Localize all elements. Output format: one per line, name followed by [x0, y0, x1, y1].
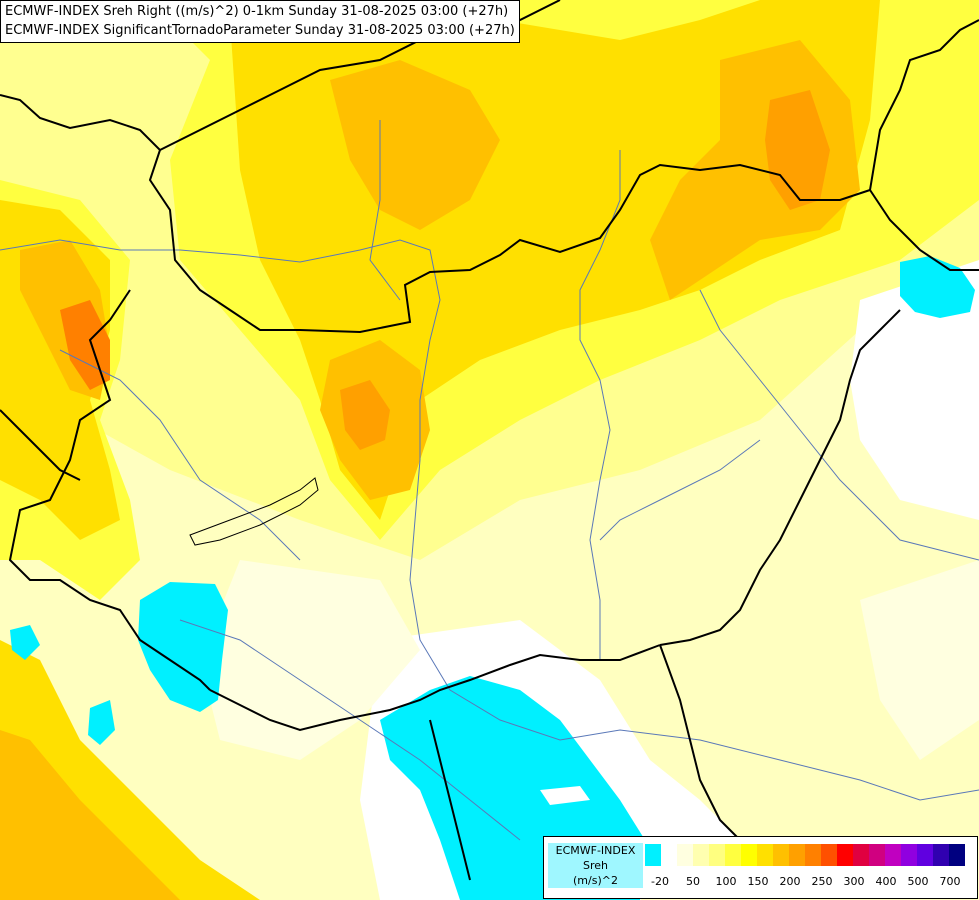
- legend-swatch: [805, 844, 821, 866]
- cyan-spot-1: [88, 700, 115, 745]
- legend-swatch: [757, 844, 773, 866]
- legend-swatch: [917, 844, 933, 866]
- legend-tick-label: -20: [651, 875, 669, 888]
- sreh-band-deep-orange-2: [60, 300, 110, 390]
- legend-swatch: [693, 844, 709, 866]
- legend-swatch: [885, 844, 901, 866]
- legend-title: ECMWF-INDEX Sreh (m/s)^2: [548, 843, 643, 888]
- legend-swatch: [661, 844, 677, 866]
- legend-swatch: [853, 844, 869, 866]
- legend-swatch: [709, 844, 725, 866]
- border-north: [0, 94, 871, 334]
- legend-ticks: -20 50 100 150 200 250 300 400 500 700: [645, 875, 971, 889]
- sreh-band-orange-5: [0, 730, 180, 900]
- border-south2: [429, 719, 471, 881]
- border-south: [659, 644, 741, 841]
- legend-unit: (m/s)^2: [573, 874, 618, 887]
- low-sreh-south-pale: [200, 560, 420, 760]
- sreh-band-deep-orange-3: [340, 380, 390, 450]
- legend-swatch: [821, 844, 837, 866]
- map-title-line-1: ECMWF-INDEX Sreh Right ((m/s)^2) 0-1km S…: [5, 4, 509, 19]
- border-east: [869, 189, 979, 271]
- legend-tick-label: 250: [811, 875, 833, 888]
- legend-swatch: [725, 844, 741, 866]
- white-spot-south: [540, 786, 590, 805]
- legend-swatch: [869, 844, 885, 866]
- legend-swatch: [789, 844, 805, 866]
- low-sreh-southeast: [860, 560, 979, 760]
- legend-tick-label: 500: [907, 875, 929, 888]
- river-danube: [0, 239, 979, 801]
- lake-balaton: [189, 477, 319, 546]
- legend-tick-label: 700: [939, 875, 961, 888]
- legend-source: ECMWF-INDEX: [555, 844, 636, 857]
- legend-swatch: [741, 844, 757, 866]
- legend-swatch: [901, 844, 917, 866]
- border-romania-west: [659, 309, 901, 646]
- map-title-line-2: ECMWF-INDEX SignificantTornadoParameter …: [5, 23, 515, 38]
- border-northeast: [869, 19, 979, 191]
- river-north: [369, 120, 401, 301]
- legend-swatch: [949, 844, 965, 866]
- cyan-spot-2: [10, 625, 40, 660]
- river-west: [59, 349, 301, 561]
- legend-swatch: [645, 844, 661, 866]
- sreh-band-deep-orange-1: [765, 90, 830, 210]
- legend-swatches: [645, 844, 965, 866]
- legend-swatch: [677, 844, 693, 866]
- border-austria: [0, 409, 81, 481]
- legend-swatch: [773, 844, 789, 866]
- low-sreh-east: [850, 260, 979, 520]
- legend-tick-label: 50: [686, 875, 700, 888]
- river-tisza: [579, 150, 621, 660]
- legend-tick-label: 150: [747, 875, 769, 888]
- border-hungary-south: [209, 644, 661, 732]
- rivers: [0, 120, 979, 841]
- sreh-band-orange-1: [330, 60, 500, 230]
- legend-tick-label: 100: [715, 875, 737, 888]
- river-south: [179, 619, 521, 841]
- legend-swatch: [837, 844, 853, 866]
- legend-swatch: [933, 844, 949, 866]
- cyan-area-east: [900, 256, 975, 318]
- color-legend: ECMWF-INDEX Sreh (m/s)^2 -20 50 100 150 200 2…: [543, 836, 978, 899]
- legend-variable: Sreh: [582, 859, 608, 872]
- negative-sreh-areas: [10, 256, 975, 900]
- river-mures: [599, 439, 761, 541]
- legend-tick-label: 300: [843, 875, 865, 888]
- country-borders: [0, 0, 979, 881]
- border-west: [8, 289, 211, 691]
- map-title-box: ECMWF-INDEX Sreh Right ((m/s)^2) 0-1km S…: [0, 0, 520, 43]
- river-east: [699, 289, 979, 561]
- cyan-area-west: [138, 582, 228, 712]
- legend-tick-label: 400: [875, 875, 897, 888]
- legend-tick-label: 200: [779, 875, 801, 888]
